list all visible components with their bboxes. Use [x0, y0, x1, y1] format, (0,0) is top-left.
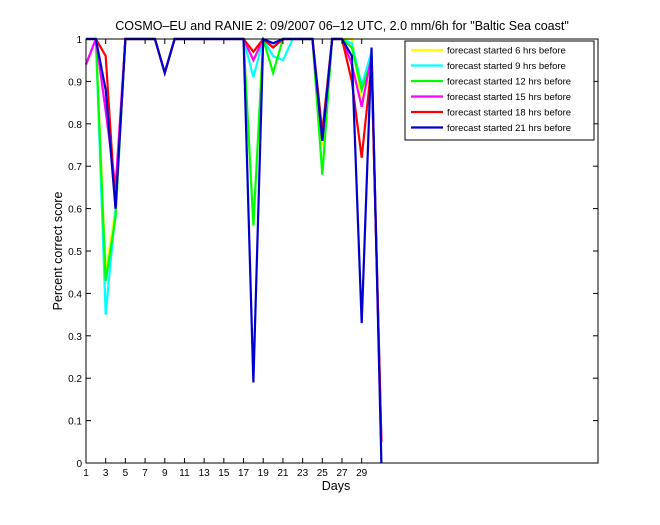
y-tick-label: 0.2 [68, 374, 82, 385]
legend-box [404, 40, 595, 141]
x-axis-label: Days [322, 479, 350, 493]
legend-label-1: forecast started 6 hrs before [447, 46, 566, 57]
legend-label-5: forecast started 18 hrs before [447, 108, 571, 119]
y-tick-label: 0.8 [68, 120, 82, 131]
y-tick-label: 0 [76, 459, 82, 470]
y-tick-label: 0.7 [68, 162, 82, 173]
x-tick-label: 21 [277, 468, 289, 479]
legend-label-4: forecast started 15 hrs before [447, 92, 571, 103]
legend: forecast started 6 hrs before forecast st… [404, 40, 595, 141]
y-tick-label: 0.3 [68, 332, 82, 343]
x-tick-label: 3 [103, 468, 109, 479]
x-tick-label: 5 [123, 468, 129, 479]
x-tick-label: 9 [162, 468, 168, 479]
x-tick-label: 7 [142, 468, 148, 479]
y-tick-label: 0.5 [68, 247, 82, 258]
x-tick-label: 23 [297, 468, 309, 479]
x-tick-label: 29 [356, 468, 368, 479]
x-tick-label: 13 [199, 468, 211, 479]
x-tick-label: 19 [258, 468, 270, 479]
y-tick-label: 0.9 [68, 77, 82, 88]
axes-layer: 1 3 5 7 9 11 13 15 17 19 21 23 25 27 2900.10.20.30.40.… [68, 35, 598, 479]
y-tick-label: 0.6 [68, 205, 82, 216]
x-tick-label: 15 [218, 468, 230, 479]
x-tick-label: 11 [179, 468, 190, 479]
x-tick-label: 1 [83, 468, 89, 479]
legend-label-3: forecast started 12 hrs before [447, 77, 571, 88]
legend-label-6: forecast started 21 hrs before [447, 123, 571, 134]
x-tick-label: 27 [336, 468, 348, 479]
y-tick-label: 1 [76, 35, 82, 46]
y-tick-label: 0.1 [68, 417, 82, 428]
x-tick-label: 25 [317, 468, 329, 479]
y-axis-label: Percent correct score [51, 192, 65, 311]
x-tick-label: 17 [238, 468, 250, 479]
y-tick-label: 0.4 [68, 289, 82, 300]
legend-label-2: forecast started 9 hrs before [447, 61, 566, 72]
chart-title: COSMO–EU and RANIE 2: 09/2007 06–12 UTC,… [115, 19, 569, 33]
